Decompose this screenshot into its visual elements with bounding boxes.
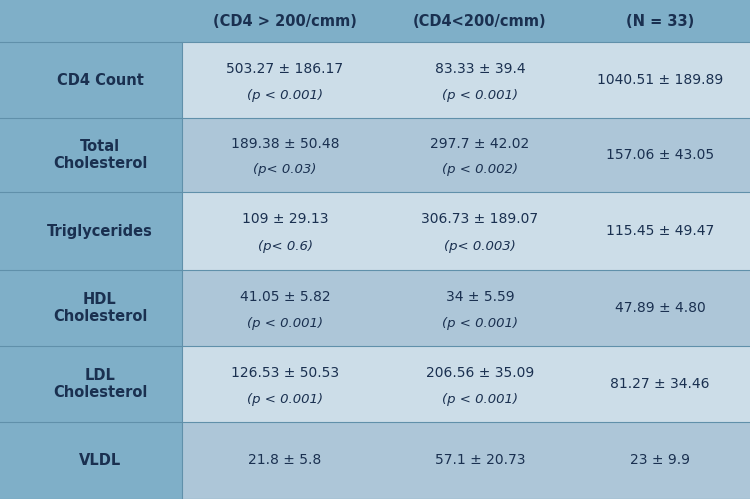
Text: HDL
Cholesterol: HDL Cholesterol [53,292,147,324]
Text: Triglycerides: Triglycerides [47,224,153,239]
Text: (p< 0.03): (p< 0.03) [254,163,316,176]
Text: (CD4<200/cmm): (CD4<200/cmm) [413,13,547,28]
Text: 306.73 ± 189.07: 306.73 ± 189.07 [422,212,538,227]
Text: 21.8 ± 5.8: 21.8 ± 5.8 [248,454,322,468]
Text: 126.53 ± 50.53: 126.53 ± 50.53 [231,366,339,380]
Text: 206.56 ± 35.09: 206.56 ± 35.09 [426,366,534,380]
Text: (p< 0.003): (p< 0.003) [444,240,516,253]
FancyBboxPatch shape [182,118,750,192]
Text: 109 ± 29.13: 109 ± 29.13 [242,212,328,227]
Text: 83.33 ± 39.4: 83.33 ± 39.4 [435,61,525,76]
Text: Total
Cholesterol: Total Cholesterol [53,139,147,171]
FancyBboxPatch shape [182,346,750,422]
Text: 81.27 ± 34.46: 81.27 ± 34.46 [610,377,710,391]
Text: 1040.51 ± 189.89: 1040.51 ± 189.89 [597,73,723,87]
Text: 57.1 ± 20.73: 57.1 ± 20.73 [435,454,525,468]
Text: (p < 0.001): (p < 0.001) [247,317,323,330]
Text: (CD4 > 200/cmm): (CD4 > 200/cmm) [213,13,357,28]
Text: (p < 0.002): (p < 0.002) [442,163,518,176]
Text: (p < 0.001): (p < 0.001) [442,89,518,102]
Text: (p < 0.001): (p < 0.001) [442,317,518,330]
Text: 23 ± 9.9: 23 ± 9.9 [630,454,690,468]
Text: CD4 Count: CD4 Count [56,72,143,87]
FancyBboxPatch shape [182,270,750,346]
Text: 157.06 ± 43.05: 157.06 ± 43.05 [606,148,714,162]
Text: 41.05 ± 5.82: 41.05 ± 5.82 [240,289,330,303]
Text: 297.7 ± 42.02: 297.7 ± 42.02 [430,137,530,151]
FancyBboxPatch shape [182,42,750,118]
Text: (p< 0.6): (p< 0.6) [257,240,313,253]
Text: (N = 33): (N = 33) [626,13,694,28]
Text: 189.38 ± 50.48: 189.38 ± 50.48 [231,137,339,151]
Text: 47.89 ± 4.80: 47.89 ± 4.80 [615,301,705,315]
Text: (p < 0.001): (p < 0.001) [442,393,518,406]
Text: LDL
Cholesterol: LDL Cholesterol [53,368,147,400]
Text: 34 ± 5.59: 34 ± 5.59 [446,289,514,303]
Text: 115.45 ± 49.47: 115.45 ± 49.47 [606,224,714,238]
Text: 503.27 ± 186.17: 503.27 ± 186.17 [226,61,344,76]
FancyBboxPatch shape [182,192,750,270]
Text: VLDL: VLDL [79,453,122,468]
Text: (p < 0.001): (p < 0.001) [247,393,323,406]
FancyBboxPatch shape [182,422,750,499]
Text: (p < 0.001): (p < 0.001) [247,89,323,102]
